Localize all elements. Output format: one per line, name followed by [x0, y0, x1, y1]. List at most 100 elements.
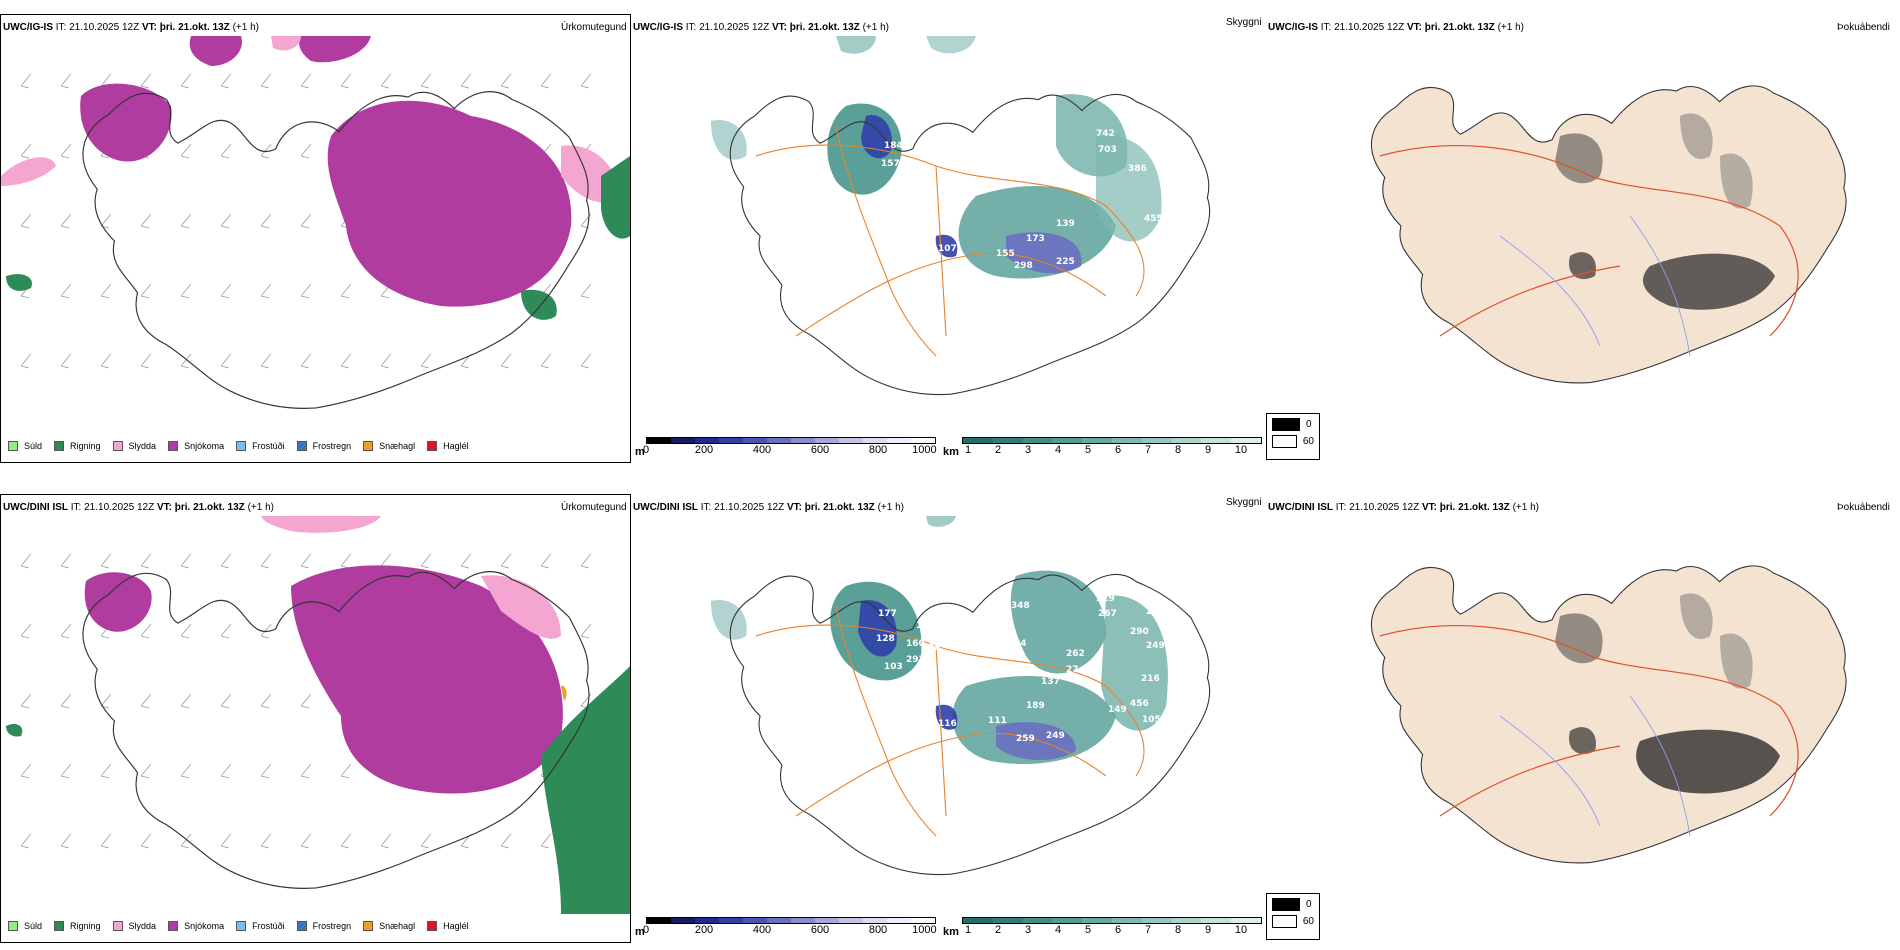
height-label: 298: [1014, 261, 1033, 271]
height-label: 249: [1046, 731, 1065, 741]
legend-item: Haglél: [427, 921, 469, 931]
height-label: 90: [1116, 259, 1129, 269]
height-label: 216: [1141, 674, 1160, 684]
height-label: 27: [1066, 665, 1079, 675]
cloud-fields: [711, 516, 1168, 764]
precip-areas: [6, 516, 630, 914]
fog-swatch: [1272, 435, 1297, 448]
precip-legend: Súld Rigning Slydda Snjókoma Frostúði Fr…: [8, 441, 481, 451]
legend-item: Snæhagl: [363, 441, 415, 451]
fog-swatch: [1272, 418, 1300, 431]
model-name: UWC/DINI ISL: [3, 502, 68, 513]
fog-map: [1370, 85, 1847, 384]
legend-swatch: [112, 441, 123, 451]
legend-swatch: [296, 441, 307, 451]
precip-panel-frame: [0, 494, 631, 943]
legend-item: Slydda: [112, 921, 156, 931]
height-label: 329: [1096, 594, 1115, 604]
precip-panel-title: Úrkomutegund: [561, 502, 627, 513]
height-label: 103: [884, 662, 903, 672]
height-label: 99: [888, 191, 901, 201]
legend-item: Súld: [8, 921, 42, 931]
height-label: 209: [1174, 669, 1193, 679]
height-label: 13: [916, 621, 929, 631]
height-label: 24: [1014, 639, 1027, 649]
legend-swatch: [363, 441, 374, 451]
height-label: 215: [1144, 749, 1163, 759]
precip-areas: [1, 36, 630, 320]
fog-swatch: [1272, 915, 1297, 928]
precip-panel-header: UWC/DINI ISL IT: 21.10.2025 12Z VT: þri.…: [3, 502, 274, 513]
cloud-panel-header: UWC/DINI ISL IT: 21.10.2025 12Z VT: þri.…: [633, 502, 904, 513]
height-label: 264: [1176, 161, 1195, 171]
precip-map: [1, 36, 630, 409]
colorbar-ticks: 1 2 3 4 5 6 7 8 9 10: [964, 444, 1248, 456]
height-label: 157: [881, 159, 900, 169]
legend-swatch: [296, 921, 307, 931]
legend-swatch: [54, 441, 65, 451]
height-labels: 184 157 132 99 107 155 173 139 298 225 1…: [881, 129, 1195, 284]
height-label: 225: [1056, 257, 1075, 267]
height-label: 228: [1146, 607, 1165, 617]
colorbar-swatches: [646, 917, 936, 924]
height-label: 386: [1128, 164, 1147, 174]
fog-shading: [1555, 593, 1780, 794]
legend-item: Snjókoma: [168, 921, 224, 931]
height-label: 139: [1056, 219, 1075, 229]
height-label: 28: [928, 643, 941, 653]
precip-legend: Súld Rigning Slydda Snjókoma Frostúði Fr…: [8, 921, 481, 931]
height-label: 155: [996, 249, 1015, 259]
row-2: UWC/DINI ISL IT: 21.10.2025 12Z VT: þri.…: [0, 480, 1900, 950]
fog-panel-header: UWC/DINI ISL IT: 21.10.2025 12Z VT: þri.…: [1268, 502, 1539, 513]
fog-panel-title: Þokuábendi: [1837, 502, 1890, 513]
legend-item: Rigning: [54, 921, 101, 931]
height-label: 742: [1096, 129, 1115, 139]
height-label: 202: [1176, 225, 1195, 235]
height-label: 229: [1161, 187, 1180, 197]
road-network: [755, 125, 1145, 357]
legend-item: Frostregn: [296, 441, 351, 451]
height-label: 168: [1166, 685, 1185, 695]
colorbar-ticks: 0 200 400 600 800 1000: [642, 924, 937, 936]
legend-item: Snæhagl: [363, 921, 415, 931]
legend-item: Slydda: [112, 441, 156, 451]
rivers-roads: [1379, 625, 1799, 837]
legend-swatch: [8, 921, 18, 931]
colorbar-swatches: [962, 917, 1262, 924]
legend-swatch: [8, 441, 18, 451]
colorbar-ticks: 0 200 400 600 800 1000: [642, 444, 937, 456]
height-label: 31: [1178, 184, 1191, 194]
height-label: 249: [1146, 641, 1165, 651]
fog-panel-title: Þokuábendi: [1837, 22, 1890, 33]
legend-swatch: [236, 921, 247, 931]
fog-map: [1370, 565, 1847, 864]
legend-swatch: [363, 921, 374, 931]
height-label: 703: [1098, 145, 1117, 155]
cloud-panel-header: UWC/IG-IS IT: 21.10.2025 12Z VT: þri. 21…: [633, 22, 889, 33]
cloud-panel-title: Skyggni: [1226, 17, 1262, 28]
height-label: 293: [906, 655, 925, 665]
cloud-panel-title: Skyggni: [1226, 497, 1262, 508]
height-label: 137: [1041, 677, 1060, 687]
height-label: 290: [1130, 627, 1149, 637]
legend-item: Frostúði: [236, 441, 285, 451]
height-label: 160: [906, 639, 925, 649]
height-label: 116: [938, 719, 957, 729]
cbar-m-unit: m: [635, 926, 645, 938]
fog-scale-legend: 0 60: [1266, 893, 1320, 940]
legend-item: Súld: [8, 441, 42, 451]
height-label: 189: [1026, 701, 1045, 711]
height-label: 244: [1176, 649, 1195, 659]
cbar-m-unit: m: [635, 446, 645, 458]
height-label: 58: [1176, 621, 1189, 631]
legend-item: Snjókoma: [168, 441, 224, 451]
cbar-km-unit: km: [943, 926, 959, 938]
cbar-km-unit: km: [943, 446, 959, 458]
height-label: 107: [938, 244, 957, 254]
cloud-map: 184 157 132 99 107 155 173 139 298 225 1…: [711, 36, 1211, 396]
height-label: 111: [988, 716, 1007, 726]
legend-swatch: [168, 441, 179, 451]
fog-shading: [1555, 113, 1775, 310]
height-label: 348: [1011, 601, 1030, 611]
height-label: 184: [884, 141, 903, 151]
